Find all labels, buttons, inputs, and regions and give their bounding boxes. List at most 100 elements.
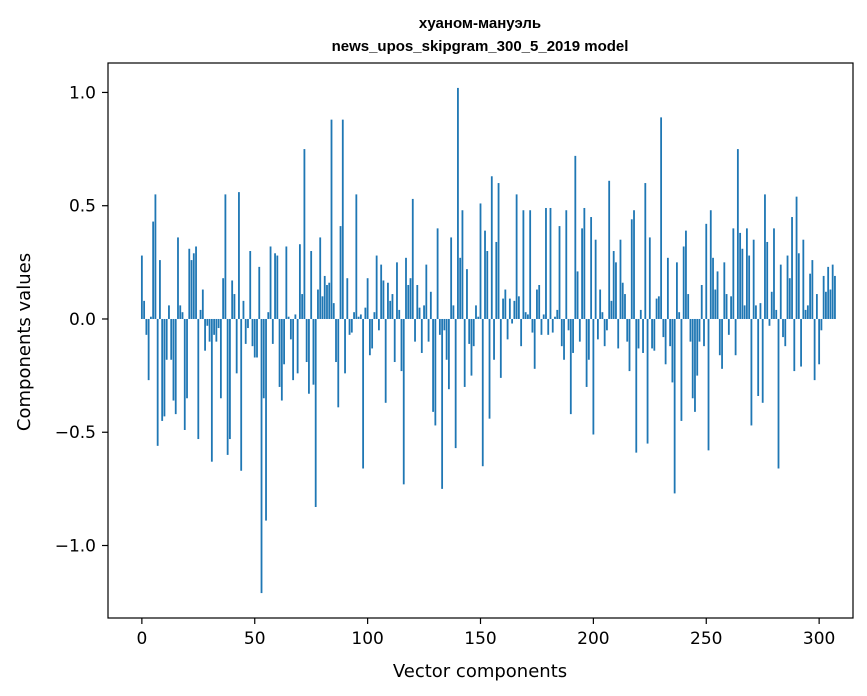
bar — [581, 228, 583, 319]
bar — [271, 318, 274, 344]
bar — [332, 303, 335, 319]
bar — [547, 318, 550, 335]
bar — [199, 309, 202, 319]
bar — [330, 119, 333, 319]
bar — [161, 318, 164, 421]
bar — [759, 303, 762, 319]
bar — [317, 289, 319, 319]
bar — [709, 210, 712, 319]
bar — [673, 318, 676, 494]
bar — [357, 316, 360, 319]
bar — [298, 244, 301, 319]
bar — [788, 278, 791, 319]
bar — [459, 257, 462, 319]
bar — [718, 318, 721, 356]
bar — [163, 318, 166, 417]
bar — [784, 318, 787, 347]
bar — [204, 318, 206, 351]
bar — [628, 318, 631, 372]
bar — [752, 239, 755, 319]
bar — [660, 117, 663, 319]
bar — [637, 318, 640, 349]
bar — [294, 314, 297, 319]
bar — [831, 264, 834, 319]
bar — [283, 318, 285, 365]
bar — [420, 318, 423, 353]
bar — [181, 312, 184, 319]
chart-title-line-2: news_upos_skipgram_300_5_2019 model — [332, 38, 629, 55]
bar — [506, 318, 509, 340]
bar — [217, 318, 220, 329]
bar — [698, 318, 701, 342]
chart-title-line-1: хуаном-мануэль — [419, 15, 541, 32]
bar — [644, 183, 647, 319]
bar — [712, 257, 714, 319]
bar — [438, 318, 441, 335]
x-tick-label: 100 — [351, 629, 383, 649]
bar — [727, 318, 730, 335]
bar — [590, 217, 593, 319]
bar — [224, 194, 227, 319]
bar — [621, 282, 624, 319]
bar — [486, 251, 489, 319]
bar — [400, 318, 403, 372]
bar — [703, 318, 705, 347]
bar — [551, 318, 554, 333]
bar — [768, 318, 771, 326]
bar — [337, 318, 340, 408]
bar — [425, 264, 428, 319]
y-axis: −1.0 −0.5 0.0 0.5 1.0 — [55, 83, 108, 557]
bar — [646, 318, 649, 444]
bar — [615, 262, 617, 319]
bar — [569, 318, 572, 415]
bar — [680, 318, 683, 421]
bar — [655, 298, 658, 319]
x-tick-label: 200 — [577, 629, 609, 649]
bar — [630, 219, 633, 319]
bar — [461, 210, 464, 319]
bar — [244, 318, 247, 344]
bar — [730, 296, 732, 319]
bar — [736, 149, 739, 319]
bar — [766, 241, 769, 319]
bar — [190, 260, 193, 319]
bar — [820, 318, 823, 331]
bar — [308, 318, 310, 394]
bar — [269, 246, 272, 319]
bar — [292, 318, 295, 381]
bar — [782, 318, 784, 338]
bar — [373, 312, 376, 319]
bar — [536, 289, 538, 319]
bar — [256, 318, 258, 358]
bar — [493, 318, 495, 360]
bar — [827, 266, 830, 319]
bar — [407, 285, 410, 319]
bar — [242, 300, 245, 319]
bar — [777, 318, 780, 469]
y-axis-label: Components values — [14, 253, 35, 431]
x-tick-label: 0 — [136, 629, 147, 649]
y-tick-label: −0.5 — [55, 423, 96, 443]
bar — [326, 285, 328, 319]
x-axis: 0 50 100 150 200 250 300 — [136, 618, 835, 649]
bar — [633, 210, 635, 319]
bar — [145, 318, 148, 335]
bar — [208, 318, 211, 342]
bar — [522, 210, 525, 319]
bar — [165, 318, 168, 360]
bar — [235, 318, 238, 374]
y-tick-label: −1.0 — [55, 537, 96, 557]
bar — [450, 237, 453, 319]
bar — [312, 318, 315, 385]
bar — [328, 282, 331, 319]
bar — [436, 228, 439, 319]
bar — [495, 241, 498, 319]
bar — [321, 296, 324, 319]
bar — [402, 318, 405, 485]
bar — [511, 318, 514, 324]
bar — [687, 294, 690, 319]
bar — [375, 255, 378, 319]
bar — [149, 316, 152, 319]
bar — [524, 312, 527, 319]
bar — [140, 255, 143, 319]
